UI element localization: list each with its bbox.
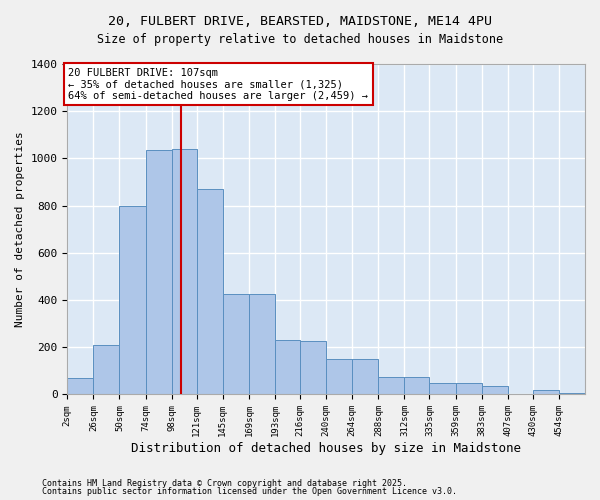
Y-axis label: Number of detached properties: Number of detached properties: [15, 132, 25, 327]
Text: 20 FULBERT DRIVE: 107sqm
← 35% of detached houses are smaller (1,325)
64% of sem: 20 FULBERT DRIVE: 107sqm ← 35% of detach…: [68, 68, 368, 100]
Bar: [482, 386, 508, 394]
Bar: [326, 359, 352, 394]
Bar: [94, 345, 119, 395]
Text: Contains public sector information licensed under the Open Government Licence v3: Contains public sector information licen…: [42, 487, 457, 496]
Text: 20, FULBERT DRIVE, BEARSTED, MAIDSTONE, ME14 4PU: 20, FULBERT DRIVE, BEARSTED, MAIDSTONE, …: [108, 15, 492, 28]
Text: Contains HM Land Registry data © Crown copyright and database right 2025.: Contains HM Land Registry data © Crown c…: [42, 478, 407, 488]
Text: Size of property relative to detached houses in Maidstone: Size of property relative to detached ho…: [97, 32, 503, 46]
Bar: [533, 390, 559, 394]
Bar: [404, 377, 430, 394]
Bar: [249, 294, 275, 394]
Bar: [300, 342, 326, 394]
Bar: [146, 150, 172, 394]
Bar: [67, 378, 94, 394]
Bar: [379, 377, 404, 394]
Bar: [197, 189, 223, 394]
Bar: [430, 382, 455, 394]
Bar: [223, 294, 249, 394]
Bar: [172, 149, 197, 394]
Bar: [455, 382, 482, 394]
Bar: [275, 340, 300, 394]
Bar: [119, 206, 146, 394]
Bar: [352, 359, 379, 394]
X-axis label: Distribution of detached houses by size in Maidstone: Distribution of detached houses by size …: [131, 442, 521, 455]
